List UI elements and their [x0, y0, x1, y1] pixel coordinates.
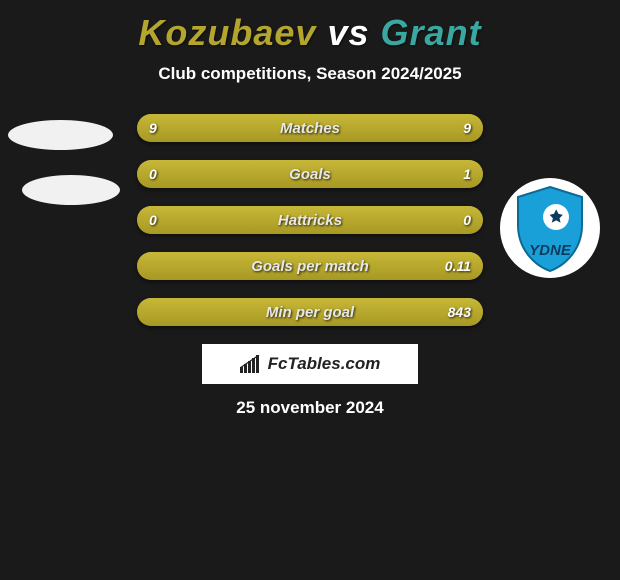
brand-text: FcTables.com [268, 354, 381, 374]
svg-text:YDNE: YDNE [529, 242, 572, 259]
stat-right-value: 9 [463, 114, 471, 142]
stat-left-value: 9 [149, 114, 157, 142]
stat-right-value: 0.11 [445, 252, 471, 280]
team-logo-badge: YDNE [500, 178, 600, 278]
team-shield-icon: YDNE [510, 183, 590, 273]
brand-box: FcTables.com [202, 344, 418, 384]
title-player2: Grant [381, 12, 482, 53]
subtitle: Club competitions, Season 2024/2025 [0, 64, 620, 84]
stat-bar-right-fill [199, 160, 483, 188]
stat-bar: 0.11Goals per match [137, 252, 483, 280]
decorative-ellipse [8, 120, 113, 150]
stat-bar: 01Goals [137, 160, 483, 188]
stat-right-value: 1 [463, 160, 471, 188]
stat-bar-right-fill [310, 114, 483, 142]
stat-left-value: 0 [149, 160, 157, 188]
comparison-bars: 99Matches01Goals00Hattricks0.11Goals per… [0, 114, 620, 326]
stat-bar-left-fill [137, 114, 310, 142]
bar-chart-icon [240, 355, 262, 373]
date: 25 november 2024 [0, 398, 620, 418]
stat-right-value: 0 [463, 206, 471, 234]
stat-left-value: 0 [149, 206, 157, 234]
stat-bar: 99Matches [137, 114, 483, 142]
title-vs: vs [327, 12, 369, 53]
stat-bar-left-fill [137, 160, 199, 188]
page-title: Kozubaev vs Grant [0, 0, 620, 54]
title-player1: Kozubaev [138, 12, 316, 53]
stat-bar: 843Min per goal [137, 298, 483, 326]
stat-bar-left-fill [137, 206, 483, 234]
stat-bar-right-fill [137, 252, 483, 280]
stat-right-value: 843 [448, 298, 471, 326]
stat-bar: 00Hattricks [137, 206, 483, 234]
decorative-ellipse [22, 175, 120, 205]
stat-bar-right-fill [137, 298, 483, 326]
